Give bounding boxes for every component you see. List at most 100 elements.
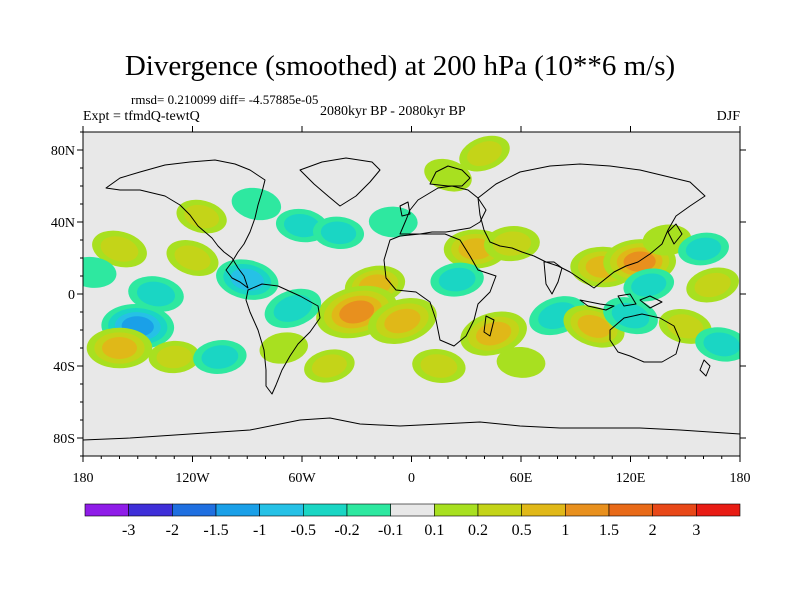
colorbar-label: -3 <box>122 522 135 539</box>
anomaly-cell-9 <box>430 262 484 297</box>
colorbar-label: 3 <box>692 522 700 539</box>
anomaly-contour <box>703 332 740 357</box>
anomaly-contour <box>496 346 546 378</box>
coastline-greenland <box>299 157 381 207</box>
anomaly-contour <box>685 237 722 261</box>
colorbar-swatch <box>608 503 653 517</box>
y-tick-label: 40N <box>51 216 75 231</box>
period-label: 2080kyr BP - 2080kyr BP <box>320 104 466 119</box>
anomaly-cell-32 <box>496 346 546 378</box>
colorbar-swatch <box>84 503 129 517</box>
season-label: DJF <box>716 109 740 124</box>
anomaly-cell-31 <box>412 349 466 383</box>
anomaly-contour <box>102 337 137 359</box>
anomaly-cell-28 <box>603 297 658 335</box>
colorbar-swatch <box>652 503 697 517</box>
colorbar-label: -1 <box>253 522 266 539</box>
anomaly-contour <box>231 187 282 221</box>
colorbar-swatch <box>390 503 435 517</box>
colorbar-swatch <box>477 503 522 517</box>
coastline-asia <box>477 163 706 289</box>
anomaly-cell-2 <box>176 199 227 234</box>
colorbar-label: -1.5 <box>203 522 228 539</box>
colorbar-label: -2 <box>166 522 179 539</box>
anomaly-contour <box>384 308 421 334</box>
colorbar-swatch <box>696 503 741 517</box>
anomaly-contour <box>83 256 117 288</box>
y-tick-label: 80N <box>51 144 75 159</box>
anomaly-cell-18 <box>83 256 117 288</box>
anomaly-contour <box>136 281 176 307</box>
x-tick-label: 60E <box>510 471 533 486</box>
anomaly-contour <box>492 231 532 256</box>
coastline-indonesia-1 <box>579 299 615 311</box>
anomaly-cell-37 <box>623 268 675 302</box>
colorbar-label: 2 <box>649 522 657 539</box>
anomaly-cell-5 <box>312 216 365 249</box>
anomaly-cell-22 <box>193 340 247 374</box>
anomaly-cell-14 <box>166 240 219 276</box>
colorbar-label: 0.2 <box>468 522 488 539</box>
x-tick-label: 120W <box>175 471 210 486</box>
anomaly-contour <box>577 314 611 338</box>
anomaly-cell-30 <box>695 327 740 362</box>
anomaly-contour <box>100 236 139 262</box>
coastline-india <box>543 261 563 295</box>
colorbar-swatch <box>215 503 260 517</box>
x-tick-label: 120E <box>616 471 646 486</box>
colorbar-swatch <box>303 503 348 517</box>
coastline-indonesia-3 <box>639 295 663 309</box>
anomaly-cell-20 <box>86 327 153 369</box>
anomaly-contour <box>424 158 472 192</box>
coastline-antarctica <box>83 417 740 441</box>
anomaly-cell-24 <box>304 349 355 383</box>
anomaly-contour <box>694 272 731 298</box>
anomaly-contour <box>611 302 650 329</box>
anomaly-contour <box>320 221 357 245</box>
anomaly-cell-36 <box>678 232 729 266</box>
anomaly-contour <box>259 332 308 364</box>
anomaly-cell-3 <box>231 187 282 221</box>
anomaly-contour <box>623 251 656 272</box>
anomaly-contour <box>458 238 493 260</box>
anomaly-cell-6 <box>368 206 418 238</box>
anomaly-contour <box>156 345 192 369</box>
anomaly-cell-25 <box>460 311 527 356</box>
coastline-indonesia-2 <box>617 293 637 307</box>
colorbar-label: 0.1 <box>424 522 444 539</box>
colorbar-label: -0.2 <box>334 522 359 539</box>
anomaly-contour <box>339 300 375 324</box>
colorbar-swatch <box>521 503 566 517</box>
experiment-label: Expt = tfmdQ-tewtQ <box>83 109 200 124</box>
x-tick-label: 180 <box>73 471 94 486</box>
coastline-japan <box>667 223 683 245</box>
anomaly-cell-13 <box>264 288 322 329</box>
coastline-scandinavia <box>429 165 471 187</box>
anomaly-contour <box>420 354 458 378</box>
coastline-south-america <box>245 283 321 395</box>
x-tick-label: 0 <box>408 471 415 486</box>
anomaly-cell-17 <box>128 276 184 312</box>
coastlines <box>83 157 740 441</box>
colorbar-label: -0.5 <box>291 522 316 539</box>
anomaly-cell-23 <box>259 332 308 364</box>
y-tick-label: 0 <box>68 288 75 303</box>
anomaly-contour <box>174 245 211 271</box>
anomaly-layer <box>83 135 740 383</box>
colorbar-swatch <box>346 503 391 517</box>
colorbar-label: 1.5 <box>599 522 619 539</box>
anomaly-contour <box>467 141 502 167</box>
map-axes: 180 120W 60W 0 60E 120E 180 80N 40N 0 40S 80S <box>51 126 751 486</box>
anomaly-contour <box>631 273 667 297</box>
coastline-north-america <box>105 159 266 289</box>
anomaly-cell-8 <box>483 226 540 262</box>
colorbar-swatch <box>434 503 479 517</box>
anomaly-contour <box>311 354 347 378</box>
colorbar-swatch <box>128 503 173 517</box>
anomaly-contour <box>368 206 418 238</box>
colorbar-swatch <box>259 503 304 517</box>
coastline-africa <box>383 233 497 347</box>
anomaly-contour <box>273 294 313 322</box>
anomaly-cell-12 <box>368 297 437 345</box>
